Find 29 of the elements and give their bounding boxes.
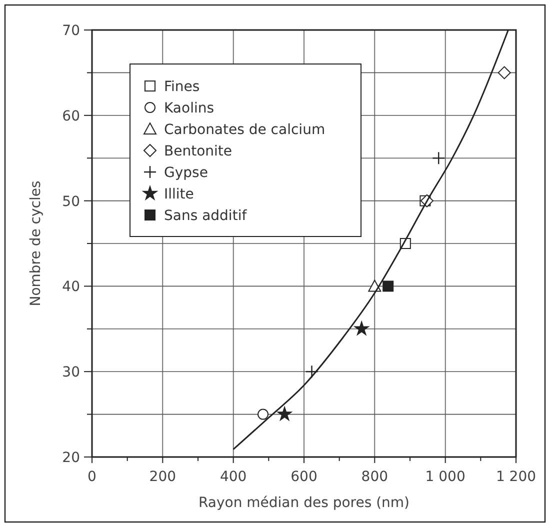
y-tick-label: 50 [62, 194, 80, 210]
y-tick-label: 20 [62, 450, 80, 466]
legend-label: Carbonates de calcium [164, 122, 326, 138]
y-tick-label: 40 [62, 279, 80, 296]
y-tick-label: 70 [62, 23, 80, 39]
point [382, 280, 394, 292]
legend-label: Sans additif [164, 208, 248, 224]
point [305, 365, 318, 378]
x-tick-label: 1 200 [496, 469, 536, 485]
x-tick-label: 200 [149, 469, 176, 485]
x-tick-label: 600 [290, 469, 318, 485]
legend-label: Kaolins [164, 100, 214, 116]
y-tick-label: 30 [62, 364, 80, 381]
y-axis-title: Nombre de cycles [28, 180, 44, 306]
x-axis-title: Rayon médian des pores (nm) [198, 495, 410, 511]
x-tick-label: 800 [361, 469, 388, 485]
x-tick-label: 400 [220, 469, 247, 485]
point [354, 321, 369, 336]
point [277, 406, 292, 420]
y-tick-label: 60 [62, 108, 80, 124]
x-tick-label: 0 [88, 469, 96, 485]
legend-label: Illite [164, 186, 194, 202]
legend-label: Gypse [164, 165, 208, 181]
x-tick-label: 1 000 [425, 469, 466, 485]
legend-label: Bentonite [164, 144, 232, 160]
point [498, 66, 511, 80]
legend-label: Fines [164, 79, 200, 95]
point [432, 152, 446, 165]
point [258, 408, 269, 420]
